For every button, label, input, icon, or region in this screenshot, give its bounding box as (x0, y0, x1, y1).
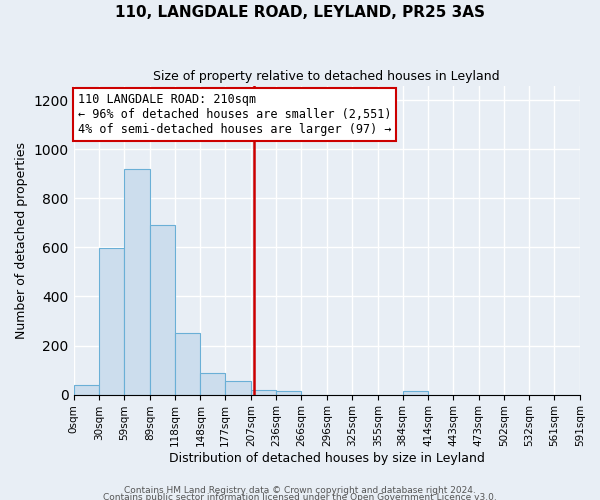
Text: 110 LANGDALE ROAD: 210sqm
← 96% of detached houses are smaller (2,551)
4% of sem: 110 LANGDALE ROAD: 210sqm ← 96% of detac… (78, 93, 391, 136)
Bar (99, 248, 124, 394)
Title: Size of property relative to detached houses in Leyland: Size of property relative to detached ho… (154, 70, 500, 83)
Bar (276, 391, 301, 394)
Text: Contains HM Land Registry data © Crown copyright and database right 2024.: Contains HM Land Registry data © Crown c… (124, 486, 476, 495)
Text: 110, LANGDALE ROAD, LEYLAND, PR25 3AS: 110, LANGDALE ROAD, LEYLAND, PR25 3AS (115, 5, 485, 20)
Bar (74, 386, 99, 394)
Bar (124, 168, 150, 394)
Bar (225, 381, 251, 394)
Bar (200, 372, 225, 394)
Bar (251, 390, 276, 394)
Bar (403, 391, 428, 394)
Y-axis label: Number of detached properties: Number of detached properties (15, 142, 28, 338)
Bar (175, 333, 200, 394)
Bar (150, 225, 175, 394)
X-axis label: Distribution of detached houses by size in Leyland: Distribution of detached houses by size … (169, 452, 485, 465)
Text: Contains public sector information licensed under the Open Government Licence v3: Contains public sector information licen… (103, 494, 497, 500)
